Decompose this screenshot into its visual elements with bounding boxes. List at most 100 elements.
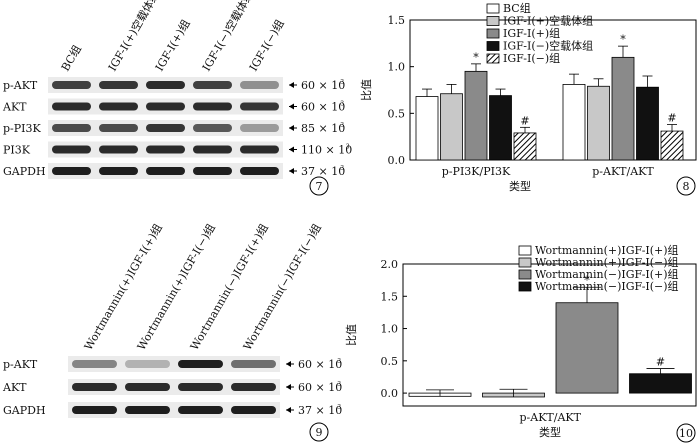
- chart8-ylabel: 比值: [360, 79, 373, 101]
- chart8-ytick-label: 0.5: [388, 107, 406, 120]
- chart8-legend-label: BC组: [503, 1, 531, 15]
- panel7-band: [146, 167, 185, 175]
- chart8-category-label: p-AKT/AKT: [592, 165, 654, 178]
- panel9-band: [72, 383, 117, 391]
- panel7-mw-label: 110 × 10: [301, 144, 352, 157]
- panel7-band: [52, 81, 91, 89]
- chart8-bar: [587, 85, 610, 161]
- panel7-badge-number: 7: [316, 180, 323, 193]
- panel7-arrow-icon: [289, 103, 294, 110]
- chart10-plot-frame: [402, 263, 697, 407]
- panel9-row-name: GAPDH: [3, 404, 46, 417]
- chart10-legend-label: Wortmannin(−)IGF-Ⅰ(+)组: [535, 267, 679, 281]
- chart10-category-label: p-AKT/AKT: [520, 411, 582, 424]
- panel7-row-name: PI3K: [3, 144, 31, 157]
- panel9-arrow-icon: [286, 407, 291, 413]
- panel7-band: [193, 145, 232, 154]
- chart10-ytick-label: 0.5: [381, 355, 399, 368]
- chart8-significance-mark: #: [667, 112, 676, 125]
- panel9-band: [72, 360, 117, 368]
- chart10-badge: [676, 423, 696, 443]
- panel7-arrow-icon: [289, 82, 294, 88]
- panel9-band: [231, 383, 276, 391]
- chart10-significance-mark: #: [656, 356, 665, 369]
- panel9-mw-exponent: 3: [337, 404, 341, 411]
- panel7-arrow-icon: [289, 168, 294, 174]
- panel9-band: [178, 360, 223, 368]
- panel7-lane-label: IGF-Ⅰ(−)空载体组: [199, 0, 256, 74]
- chart8-badge-number: 8: [683, 180, 690, 193]
- panel9-row-name: AKT: [2, 381, 27, 394]
- panel7-band: [193, 102, 232, 111]
- panel9-strip: [68, 402, 280, 418]
- chart8-bar: [489, 95, 512, 161]
- panel7-band: [99, 124, 138, 132]
- panel7-mw-exponent: 3: [346, 144, 350, 151]
- chart10-legend-swatch: [518, 257, 532, 268]
- chart8-bar: [636, 86, 659, 161]
- panel9-strip: [68, 379, 280, 395]
- panel7-band: [52, 167, 91, 175]
- chart8-significance-mark: *: [473, 51, 479, 64]
- panel7-band: [99, 81, 138, 89]
- chart10-legend-swatch: [518, 281, 532, 292]
- chart8-ytick-label: 0.0: [388, 154, 406, 167]
- panel7-row-name: p-AKT: [3, 79, 38, 92]
- panel9-mw-label: 60 × 10: [298, 381, 342, 394]
- panel7-band: [193, 167, 232, 175]
- chart10-legend-label: Wortmannin(−)IGF-Ⅰ(−)组: [535, 279, 679, 293]
- panel7-band: [99, 167, 138, 175]
- panel7-band: [240, 102, 279, 111]
- chart8-ytick-label: 1.5: [388, 14, 406, 27]
- chart8-bar: [611, 56, 635, 161]
- chart10-legend-swatch: [518, 245, 532, 256]
- panel9-band: [178, 383, 223, 391]
- panel7-lane-label: IGF-Ⅰ(+)空载体组: [105, 0, 162, 74]
- chart10-badge-number: 10: [679, 427, 693, 440]
- panel7-lane-label: IGF-Ⅰ(+)组: [152, 17, 193, 73]
- panel7-mw-exponent: 3: [340, 122, 344, 129]
- panel9-band: [231, 406, 276, 414]
- chart8-bar: [513, 132, 537, 161]
- panel7-band: [193, 124, 232, 132]
- chart8-bar: [440, 93, 463, 161]
- chart8-ytick-label: 1.0: [388, 61, 406, 74]
- chart8-legend-swatch: [486, 41, 500, 51]
- chart8-bar: [660, 130, 684, 161]
- chart8-significance-mark: *: [620, 33, 626, 46]
- panel7-band: [146, 124, 185, 132]
- chart10-xlabel: 类型: [539, 425, 561, 439]
- panel9-band: [125, 360, 170, 368]
- chart8-legend-swatch: [486, 53, 500, 64]
- panel7-band: [52, 145, 91, 154]
- chart8-legend-swatch: [486, 28, 500, 39]
- chart8-legend-label: IGF-Ⅰ(−)组: [503, 51, 560, 65]
- panel7-lane-label: BC组: [58, 42, 84, 73]
- panel9-band: [72, 406, 117, 414]
- panel9-mw-label: 37 × 10: [298, 404, 342, 417]
- panel9-arrow-icon: [286, 361, 291, 367]
- panel9-mw-label: 60 × 10: [298, 358, 342, 371]
- panel7-row-name: GAPDH: [3, 165, 46, 178]
- panel9-mw-exponent: 3: [337, 381, 341, 388]
- panel9-band: [125, 406, 170, 414]
- chart8-bar: [562, 84, 586, 161]
- panel7-lane-label: IGF-Ⅰ(−)组: [246, 17, 287, 73]
- panel7-band: [99, 102, 138, 111]
- chart10-ytick-label: 1.0: [381, 323, 399, 336]
- chart8-legend-swatch: [486, 3, 500, 14]
- chart10-bar: [629, 373, 692, 394]
- panel7-band: [52, 124, 91, 132]
- panel9-badge: [309, 422, 329, 442]
- panel7-band: [146, 145, 185, 154]
- chart8-legend-swatch: [486, 16, 500, 26]
- panel7-band: [146, 102, 185, 111]
- panel7-row-name: AKT: [2, 101, 27, 114]
- chart10-bar: [555, 302, 619, 394]
- panel9-band: [178, 406, 223, 414]
- panel7-row-name: p-PI3K: [3, 122, 42, 135]
- chart10-ylabel: 比值: [345, 324, 358, 346]
- chart8-xlabel: 类型: [509, 179, 531, 193]
- panel9-mw-exponent: 3: [337, 358, 341, 365]
